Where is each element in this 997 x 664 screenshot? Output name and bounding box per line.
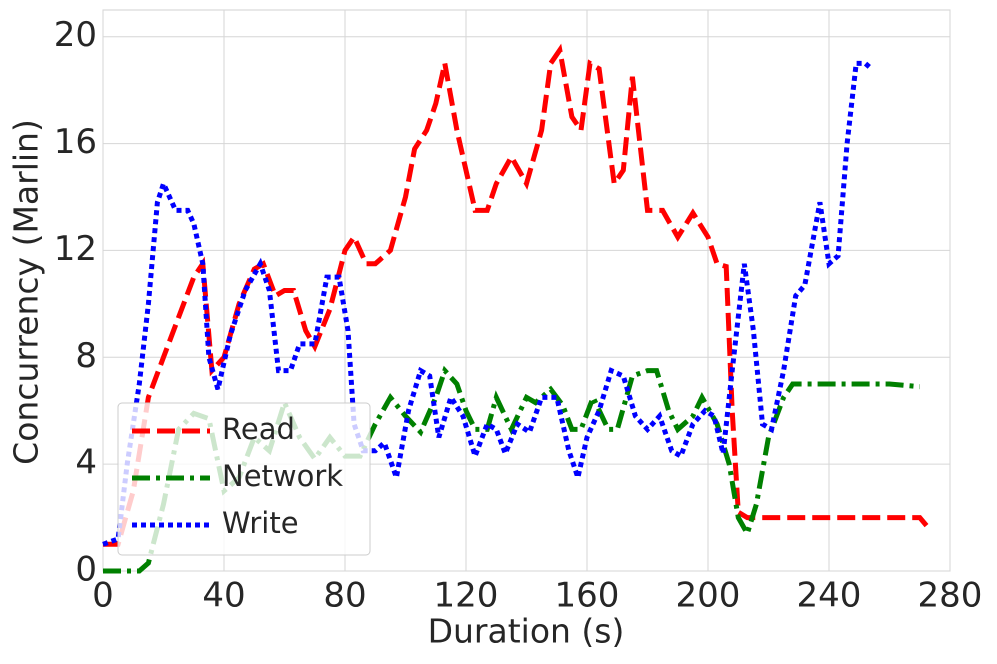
legend-label: Write xyxy=(222,506,299,540)
y-tick-label: 20 xyxy=(54,15,97,55)
x-axis-label: Duration (s) xyxy=(428,612,625,651)
x-tick-label: 160 xyxy=(555,576,620,616)
x-tick-label: 80 xyxy=(323,576,366,616)
y-tick-label: 16 xyxy=(54,122,97,162)
legend-label: Read xyxy=(222,412,295,446)
x-tick-label: 280 xyxy=(918,576,983,616)
data-line xyxy=(103,365,921,574)
x-tick-label: 120 xyxy=(434,576,499,616)
x-tick-label: 0 xyxy=(92,576,114,616)
y-axis-label: Concurrency (Marlin) xyxy=(7,119,46,465)
y-tick-label: 12 xyxy=(54,229,97,269)
legend: Read Network Write xyxy=(117,402,371,556)
y-tick-label: 8 xyxy=(75,336,97,376)
y-tick-label: 4 xyxy=(75,443,97,483)
lines xyxy=(102,43,931,574)
x-tick-label: 200 xyxy=(676,576,741,616)
legend-box xyxy=(117,402,371,556)
x-tick-label: 240 xyxy=(797,576,862,616)
data-line xyxy=(102,60,874,547)
y-tick-label: 0 xyxy=(75,550,97,590)
x-tick-label: 40 xyxy=(202,576,245,616)
legend-label: Network xyxy=(222,459,343,493)
ticks: 0 40 80 120 160 200 240 280 0 4 8 12 16 20 xyxy=(54,15,983,615)
